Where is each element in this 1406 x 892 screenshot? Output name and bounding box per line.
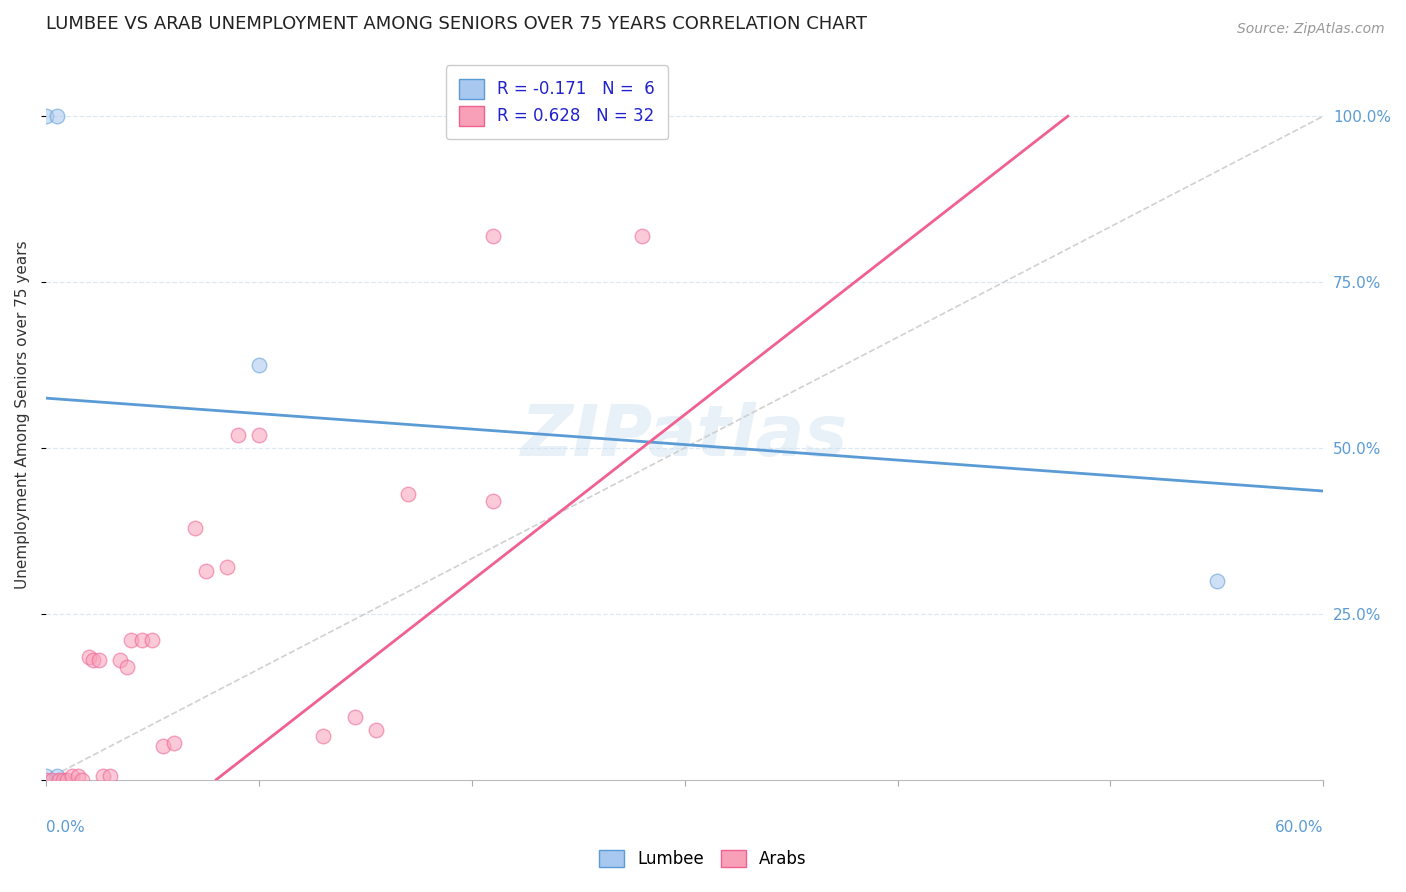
- Point: [89, 653, 111, 667]
- Point: [396, 487, 419, 501]
- Point: [77, 649, 100, 664]
- Point: [115, 660, 138, 674]
- Point: [1205, 574, 1227, 588]
- Point: [194, 564, 217, 578]
- Text: 0.0%: 0.0%: [46, 820, 84, 835]
- Text: LUMBEE VS ARAB UNEMPLOYMENT AMONG SENIORS OVER 75 YEARS CORRELATION CHART: LUMBEE VS ARAB UNEMPLOYMENT AMONG SENIOR…: [46, 15, 868, 33]
- Point: [141, 633, 163, 648]
- Point: [152, 739, 174, 754]
- Text: Source: ZipAtlas.com: Source: ZipAtlas.com: [1237, 22, 1385, 37]
- Point: [45, 769, 67, 783]
- Point: [364, 723, 387, 737]
- Point: [82, 653, 104, 667]
- Point: [110, 653, 132, 667]
- Point: [163, 736, 186, 750]
- Point: [482, 228, 505, 243]
- Point: [184, 520, 207, 534]
- Point: [98, 769, 121, 783]
- Point: [215, 560, 238, 574]
- Text: ZIPatlas: ZIPatlas: [522, 402, 848, 471]
- Point: [312, 730, 335, 744]
- Point: [41, 772, 63, 787]
- Point: [247, 358, 270, 372]
- Point: [131, 633, 153, 648]
- Y-axis label: Unemployment Among Seniors over 75 years: Unemployment Among Seniors over 75 years: [15, 241, 30, 589]
- Point: [52, 772, 75, 787]
- Point: [35, 769, 58, 783]
- Legend: Lumbee, Arabs: Lumbee, Arabs: [592, 843, 814, 875]
- Point: [70, 772, 93, 787]
- Point: [48, 772, 70, 787]
- Point: [247, 427, 270, 442]
- Point: [93, 769, 115, 783]
- Point: [45, 109, 67, 123]
- Point: [120, 633, 142, 648]
- Point: [66, 769, 89, 783]
- Text: 60.0%: 60.0%: [1275, 820, 1323, 835]
- Legend: R = -0.171   N =  6, R = 0.628   N = 32: R = -0.171 N = 6, R = 0.628 N = 32: [446, 65, 668, 139]
- Point: [60, 769, 83, 783]
- Point: [343, 709, 366, 723]
- Point: [226, 427, 249, 442]
- Point: [35, 772, 58, 787]
- Point: [35, 109, 58, 123]
- Point: [631, 228, 654, 243]
- Point: [482, 494, 505, 508]
- Point: [56, 772, 79, 787]
